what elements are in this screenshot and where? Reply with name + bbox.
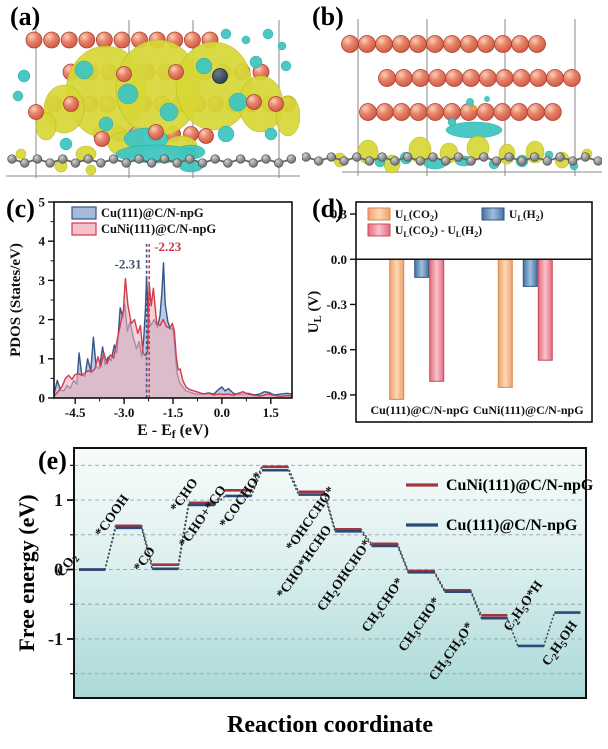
- svg-text:4: 4: [39, 234, 46, 249]
- panel-c: -2.31 -2.23 0 1 2 3 4 5 -4.5 -3.0 -1.5 0.0 1.5 E - Ef…: [6, 192, 300, 438]
- svg-text:CuNi(111)@C/N-npG: CuNi(111)@C/N-npG: [446, 477, 594, 494]
- panel-e: CO2 *COOH *CO *CHO *CHO+*CO *COCHO* *OHCCHO* *C…: [14, 440, 604, 746]
- svg-text:-1.5: -1.5: [163, 405, 184, 420]
- panel-c-label: (c): [6, 194, 35, 223]
- svg-text:-3.0: -3.0: [114, 405, 135, 420]
- bars-ylabel: UL (V): [306, 291, 324, 334]
- bar-2-1: [537, 258, 553, 361]
- bar-0-0: [389, 258, 405, 400]
- svg-text:2: 2: [39, 312, 46, 327]
- bars-legend: UL(CO2) UL(H2) UL(CO2) - UL(H2): [367, 207, 544, 239]
- svg-text:1: 1: [39, 351, 46, 366]
- svg-text:0: 0: [54, 560, 63, 580]
- svg-text:Cu(111)@C/N-npG: Cu(111)@C/N-npG: [446, 517, 578, 534]
- bar-1-0: [414, 258, 430, 278]
- panel-b-label: (b): [312, 2, 344, 31]
- bar-group-label-1: CuNi(111)@C/N-npG: [473, 403, 584, 417]
- svg-text:-0.9: -0.9: [326, 387, 347, 402]
- bar-0-1: [497, 258, 513, 388]
- svg-text:CuNi(111)@C/N-npG: CuNi(111)@C/N-npG: [101, 222, 216, 236]
- pdos-legend: Cu(111)@C/N-npG CuNi(111)@C/N-npG: [71, 206, 216, 236]
- svg-text:-4.5: -4.5: [65, 405, 86, 420]
- energy-ylabel: Free energy (eV): [14, 494, 39, 651]
- structure-b-isosurface-render: [302, 19, 602, 176]
- svg-text:-0.3: -0.3: [326, 297, 347, 312]
- bar-group-label-0: Cu(111)@C/N-npG: [370, 403, 469, 417]
- svg-text:-2.31: -2.31: [114, 257, 141, 272]
- bar-2-0: [429, 258, 445, 382]
- pdos-series-1: [53, 277, 293, 398]
- svg-text:UL(CO2): UL(CO2): [395, 209, 438, 223]
- panel-d-label: (d): [312, 194, 344, 223]
- svg-text:1.5: 1.5: [263, 405, 280, 420]
- svg-text:0.0: 0.0: [331, 252, 347, 267]
- pdos-chart: -2.31 -2.23 0 1 2 3 4 5 -4.5 -3.0 -1.5 0.0 1.5 E - Ef…: [8, 195, 293, 438]
- svg-text:1: 1: [54, 490, 63, 510]
- svg-text:0: 0: [39, 391, 46, 406]
- svg-text:-1: -1: [48, 629, 63, 649]
- svg-text:0.0: 0.0: [214, 405, 230, 420]
- energy-legend: CuNi(111)@C/N-npG Cu(111)@C/N-npG: [406, 477, 594, 534]
- svg-text:3: 3: [39, 273, 46, 288]
- panel-d: 0.3 0.0 -0.3 -0.6 -0.9 Cu(111)@C/N-npG CuNi(11…: [302, 192, 602, 438]
- free-energy-diagram: CO2*COOH*CO*CHO*CHO+*CO*COCHO* *OHCCHO**C…: [14, 447, 594, 738]
- structure-a-isosurface-render: [6, 20, 300, 178]
- panel-b: (b): [302, 4, 602, 190]
- pdos-ylabel: PDOS (States/eV): [8, 243, 24, 357]
- svg-text:Cu(111)@C/N-npG: Cu(111)@C/N-npG: [101, 206, 204, 220]
- svg-text:-2.23: -2.23: [154, 239, 182, 254]
- svg-text:0.3: 0.3: [331, 207, 348, 222]
- svg-text:UL(H2): UL(H2): [509, 209, 544, 223]
- svg-text:-0.6: -0.6: [326, 342, 347, 357]
- svg-text:UL(CO2) - UL(H2): UL(CO2) - UL(H2): [395, 225, 482, 239]
- panel-a-label: (a): [10, 2, 41, 31]
- bar-1-1: [522, 258, 538, 287]
- panel-e-label: (e): [38, 446, 67, 475]
- svg-text:5: 5: [39, 195, 46, 210]
- pdos-xlabel: E - Ef (eV): [137, 422, 209, 438]
- limiting-potential-bar-chart: 0.3 0.0 -0.3 -0.6 -0.9 Cu(111)@C/N-npG CuNi(11…: [306, 201, 593, 423]
- energy-xlabel: Reaction coordinate: [227, 712, 433, 738]
- panel-a: (a): [6, 4, 300, 190]
